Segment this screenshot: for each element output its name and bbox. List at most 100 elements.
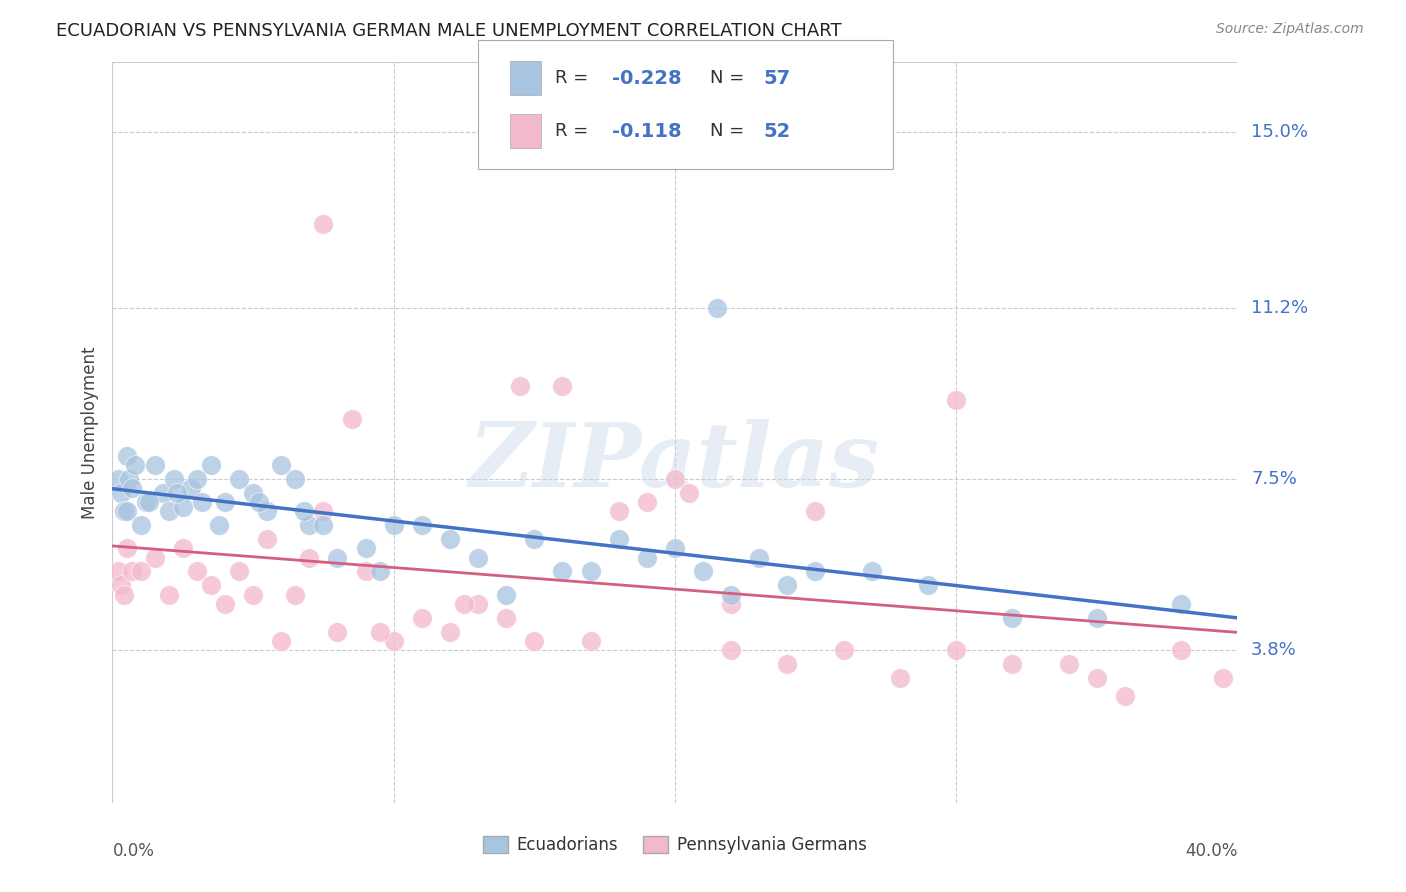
Point xyxy=(112,504,135,518)
Point xyxy=(135,495,157,509)
Point xyxy=(860,565,883,579)
Point xyxy=(945,643,967,657)
Point xyxy=(368,565,391,579)
Point xyxy=(664,472,686,486)
Point xyxy=(312,504,335,518)
Text: N =: N = xyxy=(710,122,749,140)
Point xyxy=(214,597,236,611)
Point xyxy=(172,500,194,514)
Point xyxy=(228,565,250,579)
Point xyxy=(242,485,264,500)
Legend: Ecuadorians, Pennsylvania Germans: Ecuadorians, Pennsylvania Germans xyxy=(477,830,873,861)
Point xyxy=(110,485,132,500)
Point xyxy=(157,588,180,602)
Point xyxy=(453,597,475,611)
Point xyxy=(495,610,517,624)
Point xyxy=(1001,610,1024,624)
Point xyxy=(121,565,143,579)
Point xyxy=(270,633,292,648)
Point xyxy=(607,504,630,518)
Point xyxy=(1114,690,1136,704)
Point xyxy=(509,379,531,393)
Point xyxy=(143,458,166,472)
Point xyxy=(121,481,143,495)
Point xyxy=(917,578,939,592)
Point xyxy=(242,588,264,602)
Point xyxy=(1170,597,1192,611)
Point xyxy=(776,578,799,592)
Point xyxy=(180,481,202,495)
Text: 0.0%: 0.0% xyxy=(112,842,155,860)
Point xyxy=(166,485,188,500)
Point xyxy=(579,565,602,579)
Point xyxy=(157,504,180,518)
Text: 3.8%: 3.8% xyxy=(1251,641,1296,659)
Text: 11.2%: 11.2% xyxy=(1251,299,1309,317)
Point xyxy=(411,610,433,624)
Point xyxy=(692,565,714,579)
Point xyxy=(467,550,489,565)
Text: R =: R = xyxy=(555,122,595,140)
Text: ECUADORIAN VS PENNSYLVANIA GERMAN MALE UNEMPLOYMENT CORRELATION CHART: ECUADORIAN VS PENNSYLVANIA GERMAN MALE U… xyxy=(56,22,842,40)
Point xyxy=(200,578,222,592)
Point xyxy=(776,657,799,671)
Point xyxy=(1085,610,1108,624)
Point xyxy=(678,485,700,500)
Text: 57: 57 xyxy=(763,69,790,87)
Point xyxy=(354,565,377,579)
Point xyxy=(270,458,292,472)
Text: Source: ZipAtlas.com: Source: ZipAtlas.com xyxy=(1216,22,1364,37)
Point xyxy=(495,588,517,602)
Point xyxy=(1085,671,1108,685)
Text: N =: N = xyxy=(710,70,749,87)
Point xyxy=(804,504,827,518)
Point xyxy=(382,518,405,533)
Point xyxy=(228,472,250,486)
Point xyxy=(551,565,574,579)
Point xyxy=(208,518,231,533)
Point xyxy=(326,624,349,639)
Point xyxy=(186,472,208,486)
Point xyxy=(523,633,546,648)
Point xyxy=(636,550,658,565)
Point xyxy=(200,458,222,472)
Point xyxy=(945,393,967,408)
Point xyxy=(186,565,208,579)
Point xyxy=(124,458,146,472)
Text: -0.118: -0.118 xyxy=(612,122,682,141)
Point xyxy=(706,301,728,315)
Point xyxy=(748,550,770,565)
Point xyxy=(163,472,186,486)
Point xyxy=(292,504,315,518)
Point xyxy=(298,518,321,533)
Point xyxy=(411,518,433,533)
Text: R =: R = xyxy=(555,70,595,87)
Point xyxy=(326,550,349,565)
Point xyxy=(439,532,461,546)
Point xyxy=(340,411,363,425)
Point xyxy=(664,541,686,556)
Point xyxy=(129,518,152,533)
Y-axis label: Male Unemployment: Male Unemployment xyxy=(80,346,98,519)
Point xyxy=(1057,657,1080,671)
Text: -0.228: -0.228 xyxy=(612,69,682,87)
Point xyxy=(138,495,160,509)
Point xyxy=(1170,643,1192,657)
Point xyxy=(607,532,630,546)
Point xyxy=(579,633,602,648)
Text: ZIPatlas: ZIPatlas xyxy=(470,419,880,506)
Point xyxy=(152,485,174,500)
Point xyxy=(298,550,321,565)
Text: 40.0%: 40.0% xyxy=(1185,842,1237,860)
Point xyxy=(143,550,166,565)
Point xyxy=(112,588,135,602)
Point xyxy=(551,379,574,393)
Point xyxy=(312,218,335,232)
Point xyxy=(889,671,911,685)
Text: 7.5%: 7.5% xyxy=(1251,470,1298,488)
Point xyxy=(382,633,405,648)
Point xyxy=(467,597,489,611)
Point xyxy=(284,588,307,602)
Point xyxy=(312,518,335,533)
Point xyxy=(110,578,132,592)
